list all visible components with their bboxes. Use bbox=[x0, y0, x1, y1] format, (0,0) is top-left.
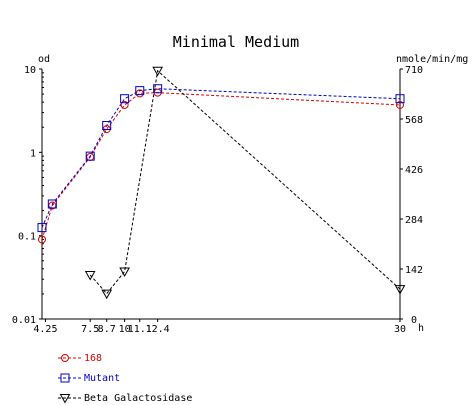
right-axis-tick-label: 142 bbox=[405, 265, 423, 276]
chart-title: Minimal Medium bbox=[173, 33, 299, 51]
left-axis-tick-label: 10 bbox=[24, 65, 36, 76]
data-point-1-7 bbox=[395, 94, 405, 104]
right-axis-tick-label: 426 bbox=[405, 165, 423, 176]
x-axis-tick-label: 11.1 bbox=[128, 324, 152, 335]
data-point-2-3 bbox=[152, 66, 164, 77]
data-point-1-5 bbox=[135, 86, 145, 96]
x-axis-tick-label: 8.7 bbox=[98, 324, 116, 335]
series-line-0 bbox=[41, 92, 401, 240]
series-line-2 bbox=[89, 69, 401, 295]
data-point-1-0 bbox=[37, 223, 47, 233]
legend-marker bbox=[61, 354, 69, 362]
data-point-1-2 bbox=[85, 151, 95, 161]
data-point-0-7 bbox=[396, 100, 404, 109]
data-point-0-0 bbox=[38, 235, 46, 244]
series-markers bbox=[37, 66, 406, 300]
data-point-1-4 bbox=[120, 94, 130, 104]
left-axis-label: od bbox=[38, 54, 50, 65]
legend-marker bbox=[59, 394, 71, 404]
x-axis-tick-label: 4.25 bbox=[33, 324, 57, 335]
data-point-2-2 bbox=[119, 267, 130, 277]
left-axis-tick-label: 0.1 bbox=[18, 232, 36, 243]
data-point-1-3 bbox=[102, 120, 112, 130]
right-axis-tick-label: 568 bbox=[405, 115, 423, 126]
right-axis-tick-label: 710 bbox=[405, 65, 423, 76]
legend-marker bbox=[60, 373, 70, 383]
legend-label: 168 bbox=[84, 353, 102, 364]
data-point-2-0 bbox=[84, 270, 96, 281]
data-point-2-4 bbox=[394, 285, 406, 295]
right-axis-label: nmole/min/mg bbox=[396, 54, 468, 65]
series-lines bbox=[41, 69, 401, 295]
data-point-2-1 bbox=[101, 289, 113, 300]
legend-label: Mutant bbox=[84, 373, 120, 384]
x-axis-tick-label: 7.5 bbox=[81, 324, 99, 335]
right-axis-tick-label: 284 bbox=[405, 215, 423, 226]
data-point-0-4 bbox=[120, 100, 129, 109]
x-axis-tick-label: 12.4 bbox=[146, 324, 170, 335]
series-line-1 bbox=[41, 88, 401, 228]
data-point-1-1 bbox=[47, 199, 57, 209]
legend-label: Beta Galactosidase bbox=[84, 393, 192, 404]
x-axis-tick-label: 30 bbox=[394, 324, 406, 335]
x-axis-label: h bbox=[418, 323, 424, 334]
legend: 168 Mutant Beta Galactosidase bbox=[58, 353, 192, 404]
data-point-1-6 bbox=[153, 84, 163, 94]
x-axis-tick-label: 10 bbox=[119, 324, 131, 335]
left-axis-tick-label: 1 bbox=[30, 148, 36, 159]
right-axis-tick-label: 0 bbox=[411, 315, 417, 326]
left-axis-tick-label: 0.01 bbox=[12, 315, 36, 326]
